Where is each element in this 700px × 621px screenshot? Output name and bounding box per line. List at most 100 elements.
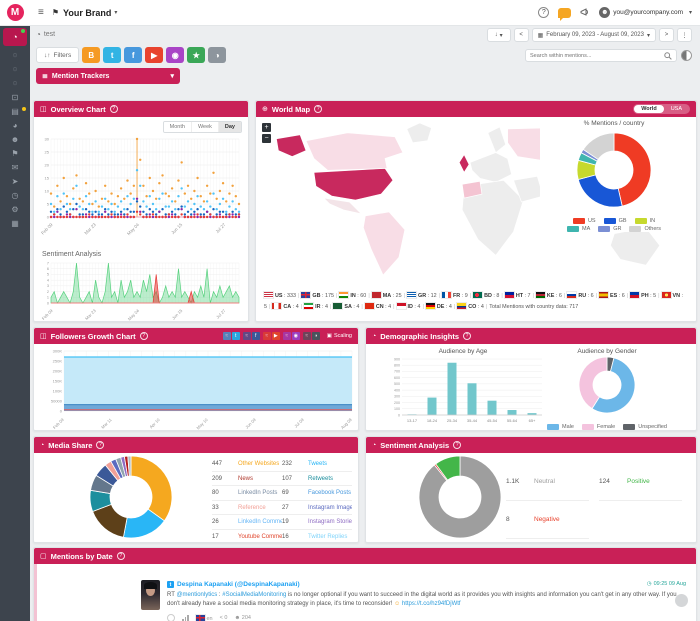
date-range-button[interactable]: ▦ February 09, 2023 - August 09, 2023 ▾ <box>531 28 656 42</box>
zoom-out-button[interactable]: − <box>262 134 271 143</box>
archive-icon[interactable]: ▦ <box>11 219 19 228</box>
help-button[interactable]: ? <box>538 7 550 18</box>
media-label[interactable]: Twitter Replies <box>308 533 348 540</box>
media-count: 209 <box>212 472 238 486</box>
media-label[interactable]: Reference <box>238 501 282 515</box>
prev-period-button[interactable]: < <box>513 28 529 42</box>
zoom-in-button[interactable]: + <box>262 123 271 132</box>
analytics-icon[interactable]: ◕ <box>12 121 18 130</box>
more-options-button[interactable]: ⋮ <box>677 28 692 42</box>
followers-chart-canvas[interactable]: 0 50000 100K 150K 200K 250K 300K Feb 09 Mar 11 Ap… <box>36 345 358 431</box>
menu-toggle-icon[interactable]: ≡ <box>38 7 44 18</box>
dashboard-icon[interactable]: ◔ <box>3 28 27 46</box>
help-icon[interactable]: ? <box>463 332 471 340</box>
media-label[interactable]: LinkedIn Comments <box>238 515 282 530</box>
legend-others[interactable]: Others <box>629 226 661 232</box>
media-label[interactable]: LinkedIn Posts <box>238 486 282 501</box>
media-donut-chart[interactable] <box>72 453 190 541</box>
help-icon[interactable]: ? <box>139 332 148 340</box>
map-scope-usa[interactable]: USA <box>670 106 682 112</box>
mentions-title: Mentions by Date <box>50 551 113 561</box>
legend-ma[interactable]: MA <box>566 226 590 232</box>
youtube-filter-icon[interactable]: ▶ <box>145 47 164 63</box>
next-period-button[interactable]: > <box>659 28 674 42</box>
legend-in[interactable]: IN <box>634 218 655 224</box>
legend-female[interactable]: Female <box>581 424 615 430</box>
twitter-growth-toggle[interactable]: ≈ t <box>222 332 240 340</box>
mention-trackers-button[interactable]: ≣ Mention Trackers ▾ <box>36 68 180 84</box>
media-label[interactable]: Other Websites <box>238 457 282 472</box>
media-label[interactable]: Instagram Images <box>308 501 352 515</box>
age-chart-canvas[interactable]: 0 100 200 300 400 500 600 700 800 900 13-17 18-24 25… <box>378 355 548 429</box>
search-input[interactable] <box>530 52 664 59</box>
legend-us[interactable]: US <box>572 218 596 224</box>
instagram-filter-icon[interactable]: ◉ <box>166 47 185 63</box>
brand-selector[interactable]: Your Brand <box>63 7 112 18</box>
media-count: 447 <box>212 457 238 472</box>
web-growth-toggle[interactable]: ≈ ◑ <box>302 332 320 340</box>
chat-icon[interactable] <box>558 7 572 21</box>
mention-link[interactable]: #SocialMediaMonitoring <box>222 592 287 598</box>
range-week-button[interactable]: Week <box>190 122 218 132</box>
range-day-button[interactable]: Day <box>217 122 241 132</box>
media-label[interactable]: Facebook Posts <box>308 486 352 501</box>
mention-link[interactable]: https://t.co/hz94fDjWtf <box>401 601 461 608</box>
range-month-button[interactable]: Month <box>163 122 191 132</box>
legend-unspecified[interactable]: Unspecified <box>623 424 667 430</box>
help-icon[interactable]: ? <box>109 105 118 113</box>
audience-icon[interactable]: ☻ <box>10 135 20 144</box>
history-icon[interactable]: ◷ <box>11 191 19 200</box>
blogger-filter-icon[interactable]: B <box>82 47 101 63</box>
instagram-growth-toggle[interactable]: ≈ ◉ <box>282 332 300 340</box>
sentiment-mini-canvas[interactable]: 01 2 3 45 6 7 Feb 09 Mar 23 May 04 Jun 15 Jul 27 <box>37 259 245 321</box>
reports-icon[interactable]: ▤ <box>0 105 30 119</box>
help-icon[interactable]: ? <box>96 441 105 449</box>
settings-icon[interactable]: ⚙ <box>11 205 19 214</box>
stats-chart-icon[interactable] <box>182 614 189 621</box>
tracker-slot-3-icon[interactable]: ⊙ <box>12 81 18 87</box>
app-logo[interactable]: M <box>0 0 30 26</box>
download-button[interactable]: ↓ ▾ <box>486 28 511 42</box>
media-label[interactable]: News <box>238 472 282 486</box>
mention-author[interactable]: t Despina Kapanaki (@DespinaKapanaki) <box>167 581 300 588</box>
scaling-toggle[interactable]: ▣ Scaling <box>327 333 352 339</box>
search-icon[interactable] <box>664 51 672 60</box>
filters-button[interactable]: ↓↑ Filters <box>36 47 80 63</box>
conversations-icon[interactable]: ✉ <box>11 163 19 172</box>
facebook-filter-icon[interactable]: f <box>124 47 143 63</box>
facebook-growth-toggle[interactable]: ≈ f <box>242 332 260 340</box>
legend-gb[interactable]: GB <box>603 218 627 224</box>
web-filter-icon[interactable]: ◑ <box>208 47 227 63</box>
tags-icon[interactable]: ⚑ <box>11 149 19 158</box>
reviews-filter-icon[interactable]: ★ <box>187 47 206 63</box>
country-donut-chart[interactable] <box>540 129 688 211</box>
media-label[interactable]: Instagram Stories <box>308 515 352 530</box>
youtube-growth-toggle[interactable]: ≈ ▶ <box>262 332 280 340</box>
gender-donut-chart[interactable] <box>532 355 682 415</box>
media-label[interactable]: Youtube Comments <box>238 533 282 540</box>
twitter-filter-icon[interactable]: t <box>103 47 122 63</box>
map-scope-world[interactable]: World <box>634 105 664 113</box>
brand-caret-icon[interactable]: ▾ <box>114 10 118 16</box>
legend-male[interactable]: Male <box>546 424 574 430</box>
scroll-top-button[interactable] <box>675 594 688 607</box>
help-icon[interactable]: ? <box>314 105 323 113</box>
share-icon[interactable]: ➤ <box>11 177 19 186</box>
sentiment-donut-chart[interactable] <box>401 453 519 541</box>
media-label[interactable]: Tweets <box>308 457 352 472</box>
tracker-slot-2-icon[interactable]: ⊙ <box>12 67 18 73</box>
help-icon[interactable]: ? <box>453 441 462 449</box>
sentiment-circle-icon[interactable] <box>167 614 175 621</box>
country-stats-row: US : 333 | GB : 175 | IN : 60 | MA : 25 | GR : 1… <box>263 291 684 310</box>
contrast-toggle-icon[interactable] <box>681 50 692 61</box>
media-label[interactable]: Retweets <box>308 472 352 486</box>
user-menu[interactable]: ☻ you@yourcompany.com ▾ <box>599 7 692 18</box>
mentions-feed-icon[interactable]: ⊡ <box>11 93 19 102</box>
overview-chart-canvas[interactable]: 0 5 10 15 20 25 30 Feb 09 Mar 23 May 04 Jun 15 Jul … <box>37 131 245 249</box>
tracker-slot-1-icon[interactable]: ⊙ <box>12 53 18 59</box>
help-icon[interactable]: ? <box>116 552 125 560</box>
share-count[interactable]: < 0 <box>219 615 228 621</box>
mention-link[interactable]: @mentionlytics <box>176 592 218 598</box>
announcements-icon[interactable] <box>580 8 590 17</box>
legend-gr[interactable]: GR <box>598 226 621 232</box>
